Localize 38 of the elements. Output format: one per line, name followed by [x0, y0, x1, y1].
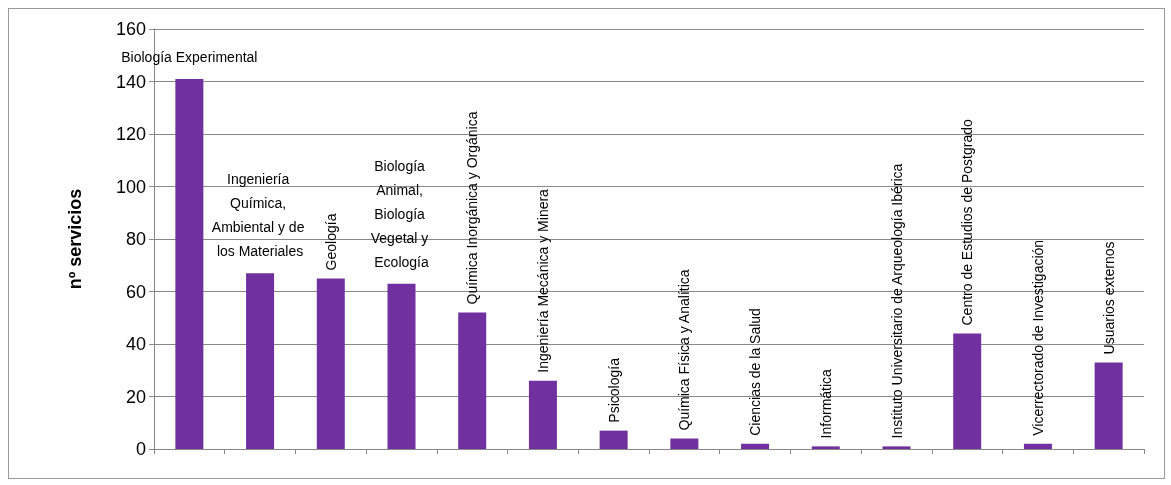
y-tick-label: 80	[125, 229, 146, 249]
bar	[458, 312, 487, 449]
x-tick-label: Biología Experimental	[121, 48, 258, 65]
y-tick-label: 160	[115, 19, 146, 39]
x-tick-label: Ingeniería Mecánica y Minera	[534, 188, 551, 373]
bar	[1023, 443, 1052, 449]
y-tick-label: 140	[115, 71, 146, 92]
bar	[670, 438, 699, 449]
x-tick-label: Instituto Universitario de Arqueología Ibérica	[888, 163, 905, 439]
bar	[953, 333, 982, 449]
x-tick-label: Química Inorgánica y Orgánica	[464, 111, 481, 305]
bar	[528, 380, 557, 449]
x-tick-label: Ingeniería Química, Ambiental y de los Materiales	[211, 171, 309, 260]
bar	[316, 278, 345, 449]
bar	[246, 273, 275, 449]
y-axis-title: nº servicios	[65, 188, 85, 290]
bar	[741, 443, 770, 449]
x-tick-label: Biología Animal, Biología Vegetal y Ecología	[370, 157, 433, 270]
x-tick-label: Centro de Estudios de Postgrado	[959, 119, 976, 326]
y-tick-label: 100	[115, 176, 146, 197]
bar	[387, 283, 416, 449]
x-tick-label: Psicología	[605, 357, 622, 423]
bar	[811, 446, 840, 449]
y-tick-label: 120	[115, 124, 146, 144]
x-tick-label: Geología	[322, 213, 339, 271]
x-tick-label: Vicerrectorado de Investigación	[1029, 239, 1046, 436]
bar	[1094, 362, 1123, 449]
y-tick-label: 60	[125, 281, 146, 302]
x-tick-label: Usuarios externos	[1100, 241, 1117, 355]
bar	[882, 446, 911, 449]
bar	[599, 430, 628, 449]
bar	[175, 78, 204, 449]
y-tick-label: 40	[125, 334, 146, 354]
x-tick-label: Informática	[817, 368, 834, 439]
x-tick-label: Ciencias de la Salud	[747, 308, 764, 436]
y-tick-label: 20	[125, 386, 146, 407]
x-tick-label: Química Física y Analítica	[676, 269, 693, 431]
y-tick-label: 0	[135, 439, 146, 459]
